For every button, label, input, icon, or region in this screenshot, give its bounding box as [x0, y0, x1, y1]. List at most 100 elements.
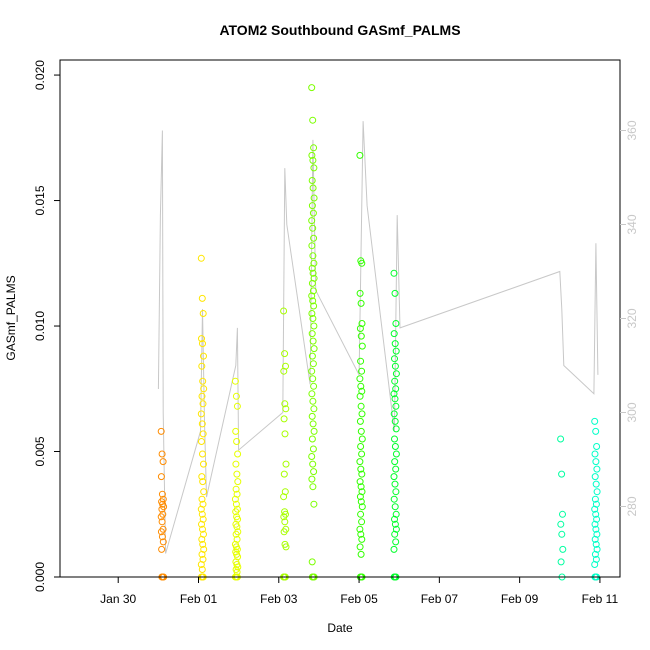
data-point [358, 320, 366, 327]
right-y-tick-label: 300 [625, 402, 639, 422]
data-point [391, 458, 399, 466]
data-point [282, 460, 290, 468]
data-point [390, 473, 398, 481]
data-point [392, 402, 400, 410]
data-point [309, 287, 317, 295]
data-point [391, 289, 399, 297]
data-point [356, 325, 364, 332]
data-point [308, 84, 316, 92]
data-point [390, 495, 398, 503]
data-point [592, 540, 600, 548]
data-point [357, 427, 365, 435]
data-point [310, 468, 318, 476]
data-point [198, 510, 206, 518]
data-point [357, 357, 365, 365]
data-point [591, 520, 599, 528]
data-point [391, 480, 399, 488]
data-point [198, 420, 206, 428]
data-point [357, 550, 365, 558]
data-point [358, 410, 366, 418]
data-point [390, 330, 398, 338]
data-point [198, 495, 206, 503]
data-point [232, 485, 240, 493]
data-point [358, 342, 366, 350]
data-point [232, 460, 240, 468]
data-point [591, 550, 599, 558]
data-point [310, 234, 318, 242]
data-point [358, 503, 366, 511]
right-y-tick-label: 320 [625, 308, 639, 328]
data-point [157, 473, 165, 481]
x-tick-label: Feb 05 [340, 592, 378, 606]
data-point [234, 478, 242, 486]
data-point [391, 503, 399, 511]
data-point [391, 515, 398, 523]
data-point [356, 417, 364, 425]
data-point [392, 385, 400, 393]
data-point [391, 395, 399, 403]
data-point [310, 345, 318, 353]
data-point [198, 294, 206, 302]
data-point [392, 425, 400, 433]
data-point [592, 510, 600, 518]
data-point [357, 465, 365, 473]
data-point [310, 500, 318, 508]
data-point [390, 410, 398, 418]
data-point [198, 566, 206, 573]
data-point [308, 279, 316, 287]
series-2 [197, 254, 208, 581]
data-point [233, 402, 241, 410]
data-point [234, 553, 242, 561]
data-point [281, 488, 289, 496]
data-point [593, 515, 601, 523]
x-tick-label: Feb 03 [260, 592, 298, 606]
data-point [358, 488, 366, 496]
y-tick-label: 0.000 [33, 562, 47, 592]
data-point [591, 505, 599, 513]
series-7 [390, 269, 400, 581]
data-point [281, 400, 289, 408]
data-point [282, 405, 290, 413]
x-axis-label: Date [327, 621, 353, 635]
data-point [309, 224, 317, 232]
data-point [391, 362, 399, 370]
data-point [199, 310, 207, 317]
data-point [308, 264, 316, 272]
data-point [309, 420, 317, 428]
data-point [391, 355, 398, 363]
data-point [198, 520, 205, 528]
data-point [199, 430, 207, 438]
data-point [310, 382, 318, 390]
y-tick-label: 0.020 [33, 60, 47, 90]
data-point [233, 470, 241, 478]
data-point [308, 202, 316, 210]
data-point [308, 390, 316, 398]
data-point [157, 427, 165, 435]
data-point [198, 473, 206, 481]
data-point [199, 340, 206, 348]
data-point [232, 508, 240, 516]
data-point [392, 320, 400, 327]
data-point [309, 483, 317, 491]
data-point [157, 528, 165, 536]
data-point [281, 518, 289, 526]
data-point [356, 493, 364, 501]
y-axis-label: GASmf_PALMS [4, 275, 18, 360]
data-point [356, 525, 364, 533]
data-point [309, 269, 317, 277]
data-point [280, 415, 288, 423]
data-point [158, 505, 166, 513]
data-point [199, 515, 207, 523]
data-point [280, 513, 288, 521]
data-point [232, 530, 240, 538]
data-point [557, 435, 565, 443]
data-point [308, 435, 316, 443]
series-9 [591, 417, 601, 581]
data-point [390, 545, 398, 553]
data-point [199, 450, 206, 458]
data-point [199, 478, 207, 486]
data-point [592, 500, 600, 508]
data-point [308, 217, 316, 225]
series-1 [157, 427, 168, 581]
data-point [591, 417, 599, 425]
